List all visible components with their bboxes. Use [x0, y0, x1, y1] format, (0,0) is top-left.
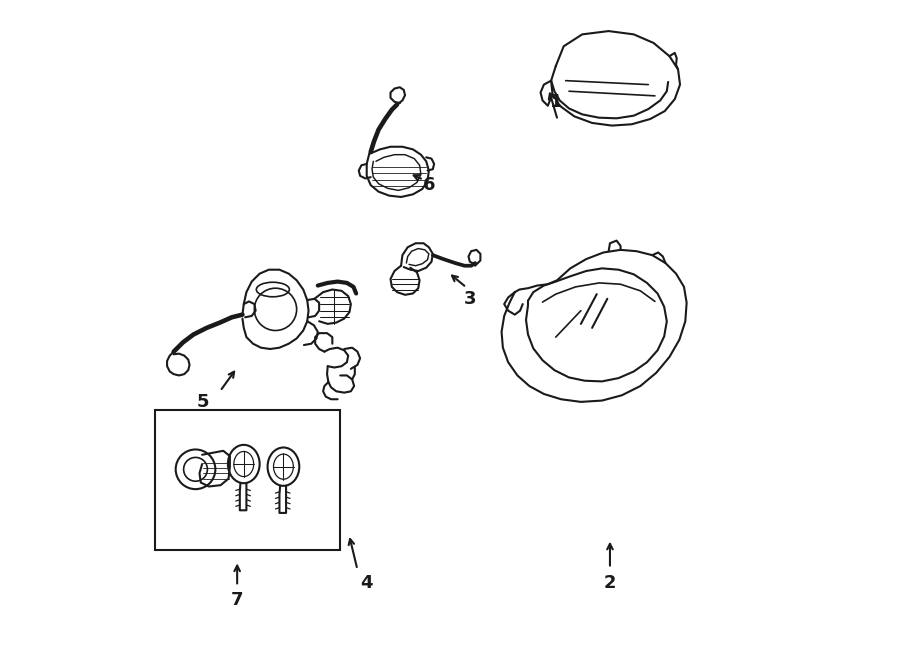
- Text: 7: 7: [231, 591, 243, 609]
- Text: 6: 6: [423, 176, 435, 194]
- Bar: [155, 410, 340, 550]
- Text: 3: 3: [464, 290, 476, 308]
- Text: 4: 4: [360, 574, 373, 592]
- Text: 5: 5: [196, 393, 209, 411]
- Text: 2: 2: [604, 574, 617, 592]
- Text: 1: 1: [550, 93, 562, 112]
